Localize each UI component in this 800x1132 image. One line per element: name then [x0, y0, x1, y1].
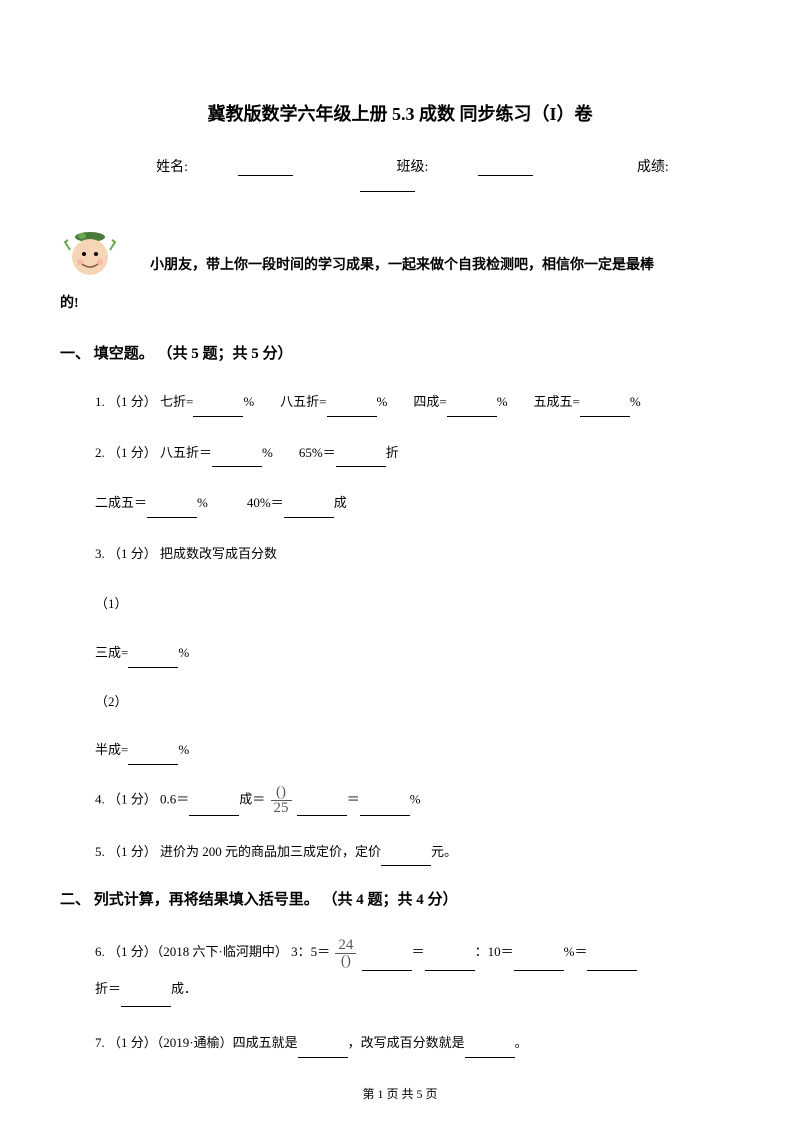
name-label: 姓名: [131, 160, 318, 175]
question-5: 5. （1 分） 进价为 200 元的商品加三成定价，定价元。 [60, 838, 740, 867]
mascot-row: 小朋友，带上你一段时间的学习成果，一起来做个自我检测吧，相信你一定是最棒 [60, 222, 740, 282]
question-2-line1: 2. （1 分） 八五折＝% 65%＝折 [60, 439, 740, 468]
page-title: 冀教版数学六年级上册 5.3 成数 同步练习（I）卷 [60, 100, 740, 126]
fraction-q6: 24 () [335, 938, 356, 969]
question-6: 6. （1 分）（2018 六下·临河期中） 3：5＝ 24 () ＝：10＝%… [60, 934, 740, 1007]
question-4: 4. （1 分） 0.6＝成＝ () 25 ＝% [60, 785, 740, 816]
question-7: 7. （1 分）（2019·通榆）四成五就是，改写成百分数就是。 [60, 1029, 740, 1058]
question-3-sub1-label: （1） [60, 590, 740, 619]
question-2-line2: 二成五＝% 40%＝成 [60, 489, 740, 518]
footer: 第 1 页 共 5 页 [0, 1085, 800, 1102]
mascot-icon [60, 222, 120, 282]
encourage-text: 小朋友，带上你一段时间的学习成果，一起来做个自我检测吧，相信你一定是最棒 [150, 222, 654, 280]
section1-header: 一、 填空题。 （共 5 题；共 5 分） [60, 342, 740, 363]
question-3-sub2: 半成=% [60, 736, 740, 765]
question-3: 3. （1 分） 把成数改写成百分数 [60, 540, 740, 569]
class-label: 班级: [372, 160, 559, 175]
info-row: 姓名: 班级: 成绩: [60, 156, 740, 192]
question-3-sub1: 三成=% [60, 639, 740, 668]
question-1: 1. （1 分） 七折=% 八五折=% 四成=% 五成五=% [60, 388, 740, 417]
section2-header: 二、 列式计算，再将结果填入括号里。 （共 4 题；共 4 分） [60, 888, 740, 909]
encourage-tail: 的! [60, 292, 740, 312]
question-3-sub2-label: （2） [60, 688, 740, 717]
fraction-q4: () 25 [271, 785, 292, 816]
